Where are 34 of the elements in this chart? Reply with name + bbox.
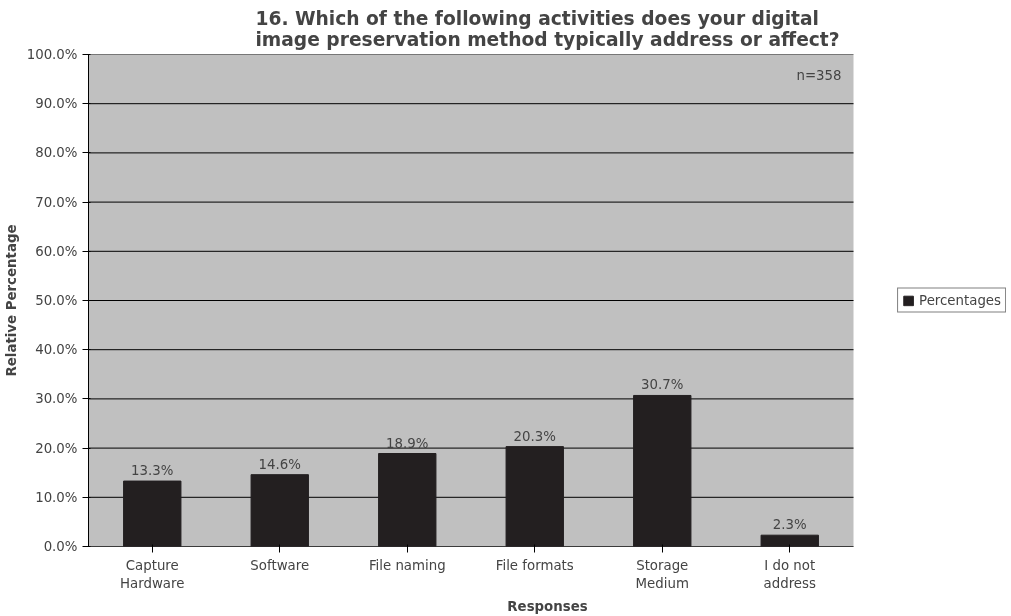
bar <box>505 446 564 547</box>
y-tick-label: 50.0% <box>35 293 78 308</box>
y-tick-label: 40.0% <box>35 342 78 358</box>
x-tick-label: I do not address <box>763 557 816 591</box>
chart-title: 16. Which of the following activities does your digital image preservation method typically address or affect? <box>255 7 840 50</box>
y-tick-label: 70.0% <box>35 194 78 210</box>
y-tick-label: 80.0% <box>35 145 78 161</box>
data-label: 30.7% <box>641 377 684 393</box>
data-label: 20.3% <box>513 428 556 444</box>
y-tick-label: 60.0% <box>35 243 78 259</box>
bar <box>760 534 819 547</box>
x-tick-label: File naming <box>368 557 446 573</box>
x-tick-label: Capture Hardware <box>120 557 185 591</box>
x-axis-title: Responses <box>507 598 588 614</box>
data-label: 2.3% <box>772 517 807 533</box>
y-tick-label: 0.0% <box>43 539 78 554</box>
y-tick-label: 10.0% <box>35 489 78 505</box>
x-tick-label: Software <box>250 557 310 573</box>
y-tick-label: 100.0% <box>26 47 78 62</box>
y-tick-label: 30.0% <box>35 391 78 407</box>
y-axis-title: Relative Percentage <box>3 224 19 377</box>
bar <box>250 474 309 547</box>
data-label: 13.3% <box>131 463 174 479</box>
y-tick-label: 20.0% <box>35 440 78 456</box>
data-label: 18.9% <box>386 435 429 451</box>
bar <box>123 480 182 547</box>
x-tick-label: File formats <box>495 557 574 573</box>
bar <box>633 394 692 547</box>
data-label: 14.6% <box>258 456 301 472</box>
annotation: n=358 <box>796 67 842 83</box>
y-tick-label: 90.0% <box>35 96 78 112</box>
legend-label: Percentages <box>919 292 1001 308</box>
x-tick-label: Storage Medium <box>635 557 689 591</box>
bar <box>378 453 437 547</box>
